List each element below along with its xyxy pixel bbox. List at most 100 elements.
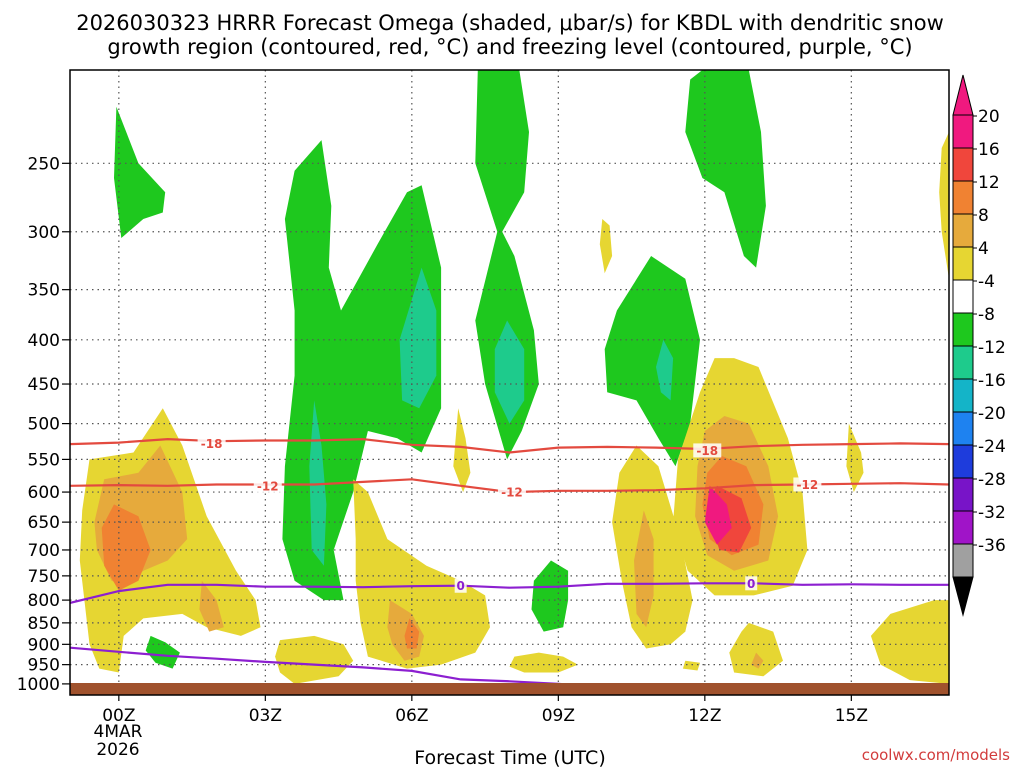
- contour-label-bg--18-0: [197, 436, 226, 451]
- y-tick-label-1000: 1000: [17, 675, 60, 695]
- contour-label-bg--12-1: [497, 485, 526, 500]
- omega-region-0: [114, 106, 166, 238]
- plot-area: -18-18-12-12-12000: [69, 69, 950, 696]
- y-tick-label-750: 750: [28, 567, 60, 587]
- colorbar-label-12: -32: [978, 503, 1006, 523]
- x-date-label-year: 2026: [96, 740, 139, 760]
- colorbar-label-8: -16: [978, 371, 1006, 391]
- omega-region-2: [399, 267, 437, 409]
- colorbar-label-3: 8: [978, 206, 989, 226]
- colorbar-swatch-7: [952, 345, 974, 380]
- colorbar-label-5: -4: [978, 272, 995, 292]
- colorbar-label-13: -36: [978, 536, 1006, 556]
- y-tick-label-700: 700: [28, 541, 60, 561]
- y-tick-label-600: 600: [28, 483, 60, 503]
- contour-0: [70, 582, 949, 604]
- colorbar-swatch-2: [952, 180, 974, 215]
- chart-title-line-1: 2026030323 HRRR Forecast Omega (shaded, …: [76, 11, 944, 35]
- omega-region-20: [599, 219, 613, 274]
- colorbar-swatch-5: [952, 279, 974, 314]
- colorbar: 20 16 12 8 4 -4 -8 -12 -16 -20 -24 -28 -32 -36: [952, 74, 1006, 617]
- y-tick-label-400: 400: [28, 331, 60, 351]
- y-tick-label-250: 250: [28, 154, 60, 174]
- contour-label--12-1: -12: [501, 486, 523, 500]
- omega-region-9: [531, 560, 569, 632]
- omega-region-6: [685, 70, 766, 268]
- omega-region-33: [509, 652, 578, 673]
- omega-region-13: [101, 504, 151, 591]
- surface-band: [70, 683, 949, 695]
- plot-frame: [69, 69, 950, 696]
- x-axis-ticks: 00Z 03Z 06Z 09Z 12Z 15Z: [102, 695, 868, 726]
- colorbar-label-1: 16: [978, 140, 1000, 160]
- x-tick-label-06Z: 06Z: [395, 706, 428, 726]
- colorbar-swatch-3: [952, 213, 974, 248]
- omega-region-27: [704, 485, 732, 545]
- colorbar-label-7: -12: [978, 338, 1006, 358]
- omega-region-15: [275, 635, 354, 684]
- colorbar-top-arrow: [952, 74, 974, 116]
- omega-region-7: [604, 256, 700, 467]
- colorbar-swatch-4: [952, 246, 974, 281]
- colorbar-swatch-11: [952, 477, 974, 512]
- colorbar-swatch-0: [952, 114, 974, 149]
- contour-label-bg--12-2: [793, 477, 822, 492]
- y-tick-label-550: 550: [28, 450, 60, 470]
- colorbar-label-0: 20: [978, 107, 1000, 127]
- colorbar-swatch-10: [952, 444, 974, 479]
- contour-label--12-2: -12: [797, 478, 819, 492]
- colorbar-swatch-1: [952, 147, 974, 182]
- omega-region-30: [870, 600, 949, 684]
- colorbar-swatch-6: [952, 312, 974, 347]
- omega-region-19: [453, 408, 471, 493]
- contour-label-0-0: 0: [456, 579, 464, 593]
- x-tick-label-00Z: 00Z: [102, 706, 135, 726]
- omega-region-22: [634, 510, 654, 628]
- y-tick-label-300: 300: [28, 223, 60, 243]
- contour-label-bg--18-1: [693, 443, 722, 458]
- omega-region-29: [751, 652, 764, 669]
- x-axis-title: Forecast Time (UTC): [414, 747, 605, 768]
- omega-region-3: [309, 400, 327, 566]
- colorbar-swatch-8: [952, 378, 974, 413]
- contour-label-bg--12-0: [253, 478, 282, 493]
- omega-region-28: [729, 622, 783, 677]
- colorbar-label-4: 4: [978, 239, 989, 259]
- y-tick-label-650: 650: [28, 513, 60, 533]
- colorbar-swatch-9: [952, 411, 974, 446]
- contour-label-bg-0-0: [454, 578, 467, 593]
- x-tick-label-12Z: 12Z: [688, 706, 721, 726]
- omega-region-8: [656, 339, 674, 401]
- x-date-label-month: 4MAR: [94, 722, 143, 742]
- y-tick-label-350: 350: [28, 281, 60, 301]
- y-tick-label-850: 850: [28, 614, 60, 634]
- colorbar-label-2: 12: [978, 173, 1000, 193]
- contour-label--18-1: -18: [696, 444, 718, 458]
- omega-region-10: [145, 635, 180, 669]
- source-credit: coolwx.com/models: [862, 746, 1010, 764]
- chart-title-line-2: growth region (contoured, red, °C) and f…: [107, 35, 912, 59]
- y-tick-label-800: 800: [28, 591, 60, 611]
- contour-label-0-1: 0: [747, 577, 755, 591]
- y-tick-label-450: 450: [28, 375, 60, 395]
- omega-region-14: [199, 580, 224, 632]
- colorbar-bottom-arrow: [952, 576, 974, 617]
- contour-label--12-0: -12: [257, 479, 279, 493]
- omega-region-34: [682, 660, 700, 671]
- contour-label-bg-0-1: [745, 576, 758, 591]
- omega-region-32: [939, 132, 949, 279]
- colorbar-swatch-12: [952, 510, 974, 545]
- x-tick-label-03Z: 03Z: [249, 706, 282, 726]
- y-tick-label-950: 950: [28, 656, 60, 676]
- y-axis-ticks: 250 300 350 400 450 500 550 600 650 700 750 800 850 9…: [17, 154, 70, 695]
- colorbar-label-10: -24: [978, 437, 1006, 457]
- y-tick-label-500: 500: [28, 415, 60, 435]
- omega-region-18: [404, 618, 420, 649]
- omega-region-5: [494, 320, 525, 424]
- colorbar-label-9: -20: [978, 404, 1006, 424]
- omega-region-16: [353, 479, 490, 669]
- colorbar-label-6: -8: [978, 305, 995, 325]
- x-tick-label-09Z: 09Z: [542, 706, 575, 726]
- colorbar-label-11: -28: [978, 470, 1006, 490]
